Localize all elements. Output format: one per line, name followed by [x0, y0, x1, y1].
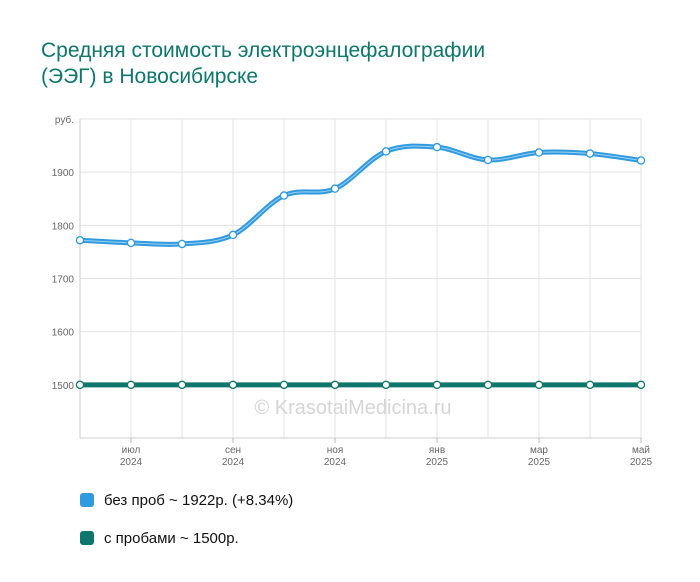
data-point-bez-prob [483, 155, 493, 165]
data-point-s-probami [483, 380, 493, 390]
data-point-s-probami [126, 380, 136, 390]
legend-item-bez-prob: без проб ~ 1922р. (+8.34%) [80, 490, 293, 510]
x-tick-label-year: 2024 [324, 457, 347, 468]
x-tick-label-month: май [632, 445, 650, 456]
y-axis-unit-label: руб. [55, 114, 74, 126]
x-tick-label-month: июл [122, 445, 141, 456]
data-point-bez-prob [75, 235, 85, 245]
series-line-highlight-bez-prob [79, 145, 642, 245]
legend-label-bez-prob: без проб ~ 1922р. (+8.34%) [104, 491, 294, 509]
data-point-bez-prob [228, 230, 238, 240]
chart-title-line-1: Средняя стоимость электроэнцефалографии [41, 39, 486, 62]
data-point-s-probami [330, 380, 340, 390]
watermark-text: © KrasotaiMedicina.ru [254, 397, 451, 419]
x-tick-label-year: 2024 [222, 457, 245, 468]
legend-item-s-probami: с пробами ~ 1500р. [80, 528, 293, 548]
legend-label-s-probami: с пробами ~ 1500р. [104, 529, 239, 547]
data-point-bez-prob [279, 191, 289, 200]
x-tick-label-month: сен [225, 445, 241, 456]
x-tick-label-month: мар [530, 445, 548, 456]
data-point-bez-prob [432, 142, 442, 152]
x-tick-label-month: ноя [327, 445, 344, 456]
data-point-bez-prob [381, 147, 391, 156]
chart-legend: без проб ~ 1922р. (+8.34%) с пробами ~ 1… [80, 490, 293, 566]
data-point-s-probami [228, 380, 238, 390]
x-tick-label-year: 2025 [426, 457, 449, 468]
data-point-s-probami [432, 380, 442, 390]
data-point-s-probami [279, 380, 289, 390]
chart-title-line-2: (ЭЭГ) в Новосибирске [41, 65, 259, 88]
data-point-bez-prob [636, 156, 646, 165]
data-point-s-probami [381, 380, 391, 390]
data-point-s-probami [177, 380, 187, 390]
data-point-bez-prob [126, 238, 136, 248]
x-tick-label-year: 2025 [528, 457, 551, 468]
series-line-bez-prob [77, 143, 644, 247]
data-point-s-probami [534, 380, 544, 390]
x-tick-label-year: 2025 [630, 457, 653, 468]
data-point-bez-prob [585, 149, 595, 158]
legend-swatch-s-probami [80, 531, 94, 545]
data-point-s-probami [585, 380, 595, 390]
y-tick-label: 1800 [52, 221, 75, 232]
x-tick-label-month: янв [429, 445, 445, 456]
y-tick-label: 1500 [52, 381, 75, 392]
data-point-bez-prob [534, 148, 544, 157]
chart-title: Средняя стоимость электроэнцефалографии … [41, 38, 661, 90]
legend-swatch-bez-prob [80, 493, 94, 507]
data-point-bez-prob [177, 239, 187, 249]
y-tick-label: 1900 [52, 168, 75, 179]
data-point-bez-prob [330, 184, 340, 193]
y-tick-label: 1600 [52, 328, 75, 339]
data-point-s-probami [636, 380, 646, 390]
x-tick-label-year: 2024 [120, 457, 143, 468]
y-tick-label: 1700 [52, 275, 75, 286]
data-point-s-probami [75, 380, 85, 390]
